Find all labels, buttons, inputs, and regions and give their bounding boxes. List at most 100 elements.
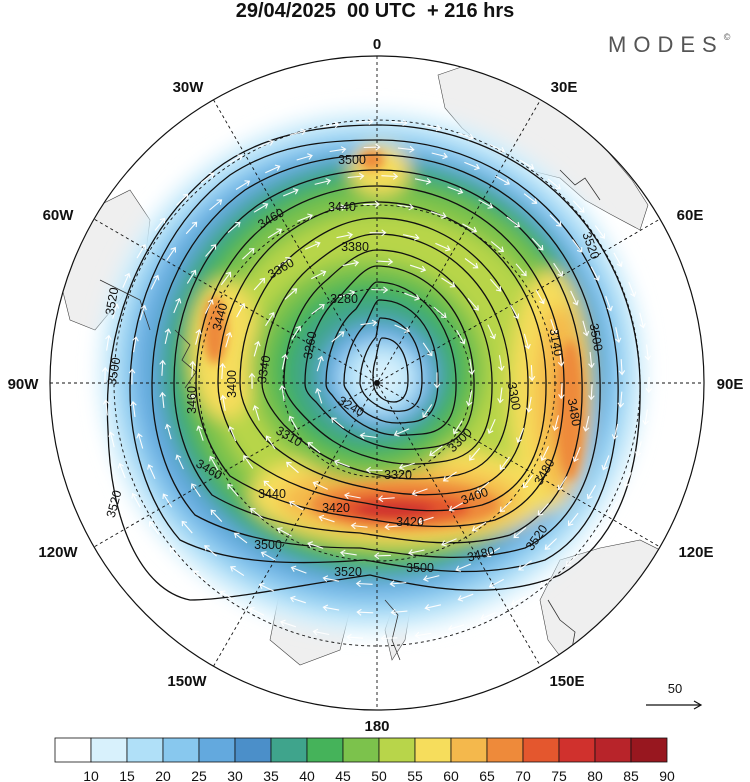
- wind-arrow: [553, 262, 564, 277]
- contour-label: 3440: [210, 302, 231, 333]
- wind-arrow: [547, 178, 561, 190]
- wind-arrow: [464, 161, 480, 171]
- lon-label-90w: 90W: [8, 376, 40, 393]
- colorbar-swatch: [270, 737, 308, 763]
- wind-arrow: [279, 385, 286, 401]
- wind-arrow: [205, 244, 217, 257]
- colorbar-label: 55: [407, 768, 423, 782]
- wind-arrow: [540, 446, 549, 462]
- wind-arrow: [588, 352, 595, 369]
- pole-marker: [374, 380, 380, 386]
- wind-arrow: [411, 488, 428, 497]
- wind-arrow: [488, 578, 504, 589]
- contour-label: 3500: [105, 356, 124, 386]
- wind-arrow: [414, 631, 432, 639]
- wind-arrow: [523, 333, 531, 350]
- wind-arrow: [476, 481, 490, 494]
- wind-arrow: [642, 409, 649, 426]
- wind-arrow: [614, 327, 622, 344]
- wind-arrow: [159, 359, 166, 376]
- colorbar-swatch: [630, 737, 668, 763]
- colorbar-label: 45: [335, 768, 351, 782]
- wind-arrow: [284, 288, 298, 300]
- wind-vectors: [101, 118, 653, 642]
- colorbar-label: 20: [155, 768, 171, 782]
- wind-arrow: [498, 355, 505, 372]
- wind-arrow: [487, 418, 496, 435]
- wind-arrow: [263, 480, 277, 493]
- wind-arrow: [519, 159, 535, 170]
- wind-arrow: [466, 390, 473, 407]
- wind-arrow: [316, 355, 324, 372]
- height-contours: [106, 124, 641, 601]
- wind-arrow: [279, 619, 297, 628]
- wind-arrow: [249, 508, 264, 519]
- colorbar-label: 65: [479, 768, 495, 782]
- wind-arrow: [219, 362, 226, 380]
- wind-arrow: [441, 538, 457, 547]
- wind-arrow: [582, 320, 590, 337]
- wind-arrow: [644, 344, 652, 361]
- wind-arrow: [359, 432, 377, 440]
- wind-arrow: [497, 387, 504, 404]
- wind-arrow: [253, 277, 266, 291]
- wind-arrow: [572, 200, 585, 213]
- reference-vector-label: 50: [668, 681, 682, 696]
- contour-label: 3520: [104, 489, 125, 520]
- wind-arrow: [628, 281, 637, 298]
- wind-arrow: [286, 461, 299, 474]
- colorbar-label: 35: [263, 768, 279, 782]
- wind-arrow: [209, 199, 223, 211]
- contour-label: 3500: [338, 153, 366, 167]
- wind-arrow: [487, 324, 496, 340]
- wind-arrow: [195, 329, 202, 345]
- wind-arrow: [147, 464, 156, 480]
- wind-arrow: [376, 258, 394, 266]
- wind-arrow: [389, 580, 407, 588]
- wind-arrow: [220, 394, 227, 411]
- wind-arrow: [373, 552, 391, 560]
- wind-arrow: [248, 372, 256, 389]
- wind-arrow: [469, 447, 481, 461]
- wind-arrow: [510, 596, 526, 606]
- wind-arrow: [539, 576, 554, 588]
- wind-arrow: [159, 391, 166, 408]
- contour-label: 3520: [334, 565, 362, 579]
- contour-label: 3340: [255, 354, 274, 384]
- wind-arrow: [363, 143, 381, 151]
- wind-arrow: [356, 608, 374, 616]
- wind-arrow: [148, 521, 160, 535]
- reference-vector: 50: [646, 681, 703, 710]
- contour-label: 3460: [185, 386, 199, 414]
- wind-arrow: [333, 459, 350, 468]
- wind-arrow: [433, 372, 441, 389]
- wind-arrow: [276, 257, 291, 268]
- wind-arrow: [618, 359, 626, 376]
- wind-arrow: [430, 211, 447, 219]
- wind-arrow: [209, 455, 219, 471]
- wind-arrow: [235, 180, 251, 190]
- wind-arrow: [447, 186, 464, 195]
- wind-arrow: [173, 297, 182, 314]
- wind-arrow: [462, 223, 478, 233]
- colorbar-swatch: [342, 737, 380, 763]
- wind-arrow: [253, 340, 261, 357]
- shade-60-west: [190, 280, 260, 420]
- wind-arrow: [422, 404, 433, 418]
- colorbar-swatch: [162, 737, 200, 763]
- colorbar-swatch: [450, 737, 488, 763]
- wind-arrow: [291, 325, 302, 340]
- wind-arrow: [227, 221, 241, 234]
- wind-arrow: [281, 353, 288, 370]
- lon-label-120w: 120W: [38, 544, 78, 561]
- wind-arrow: [331, 331, 345, 343]
- wind-arrow: [162, 493, 173, 508]
- wind-arrow: [228, 426, 237, 442]
- wind-arrow: [485, 547, 501, 557]
- wind-arrow: [422, 342, 433, 357]
- wind-arrow: [570, 290, 579, 306]
- wind-arrow: [181, 520, 193, 534]
- contour-label: 3320: [384, 468, 412, 482]
- wind-arrow: [594, 225, 606, 239]
- lon-label-30e: 30E: [551, 79, 578, 96]
